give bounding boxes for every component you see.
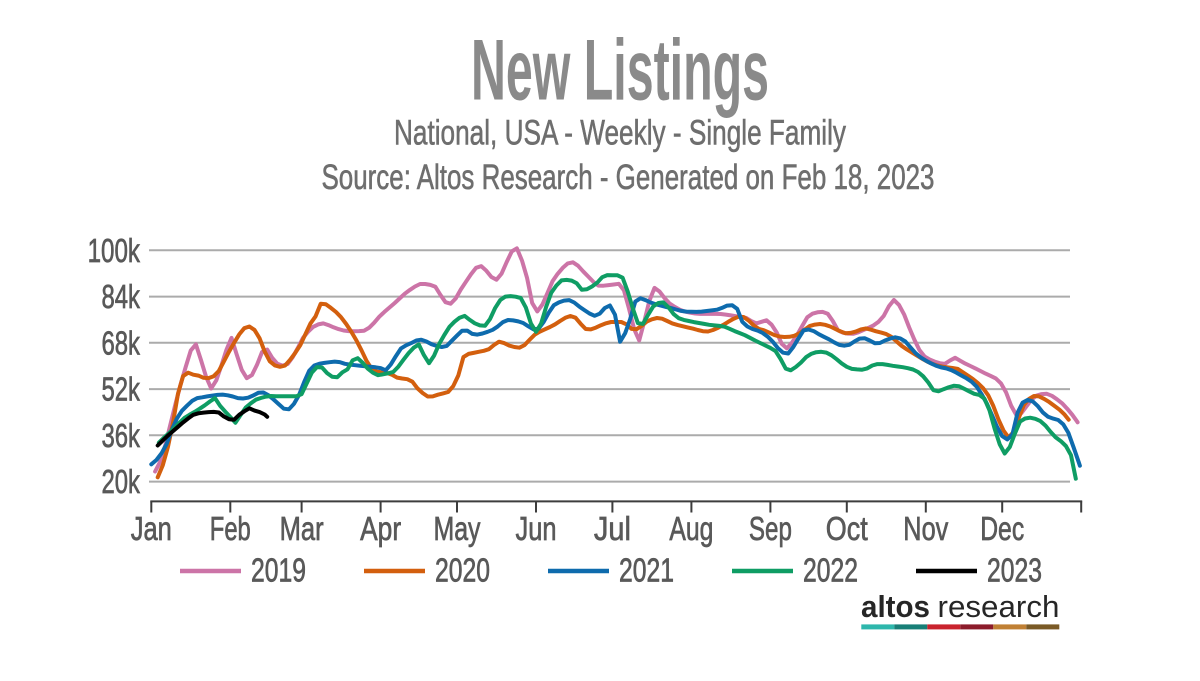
svg-text:2022: 2022 (803, 552, 858, 589)
svg-text:New Listings: New Listings (471, 23, 769, 119)
svg-text:2020: 2020 (435, 552, 490, 589)
svg-text:2021: 2021 (619, 552, 674, 589)
svg-text:20k: 20k (102, 463, 141, 500)
svg-text:Aug: Aug (669, 510, 713, 547)
svg-text:2019: 2019 (251, 552, 306, 589)
svg-text:Sep: Sep (749, 510, 792, 547)
svg-text:May: May (434, 510, 481, 547)
svg-text:Jul: Jul (594, 510, 631, 547)
svg-text:36k: 36k (102, 417, 141, 454)
svg-text:National, USA - Weekly - Singl: National, USA - Weekly - Single Family (394, 113, 846, 153)
svg-text:Dec: Dec (980, 510, 1024, 547)
svg-text:Jun: Jun (516, 510, 557, 547)
svg-text:Oct: Oct (826, 510, 868, 547)
svg-text:Apr: Apr (360, 510, 401, 547)
svg-text:52k: 52k (102, 371, 141, 408)
svg-text:100k: 100k (88, 232, 141, 269)
svg-text:Jan: Jan (131, 510, 172, 547)
svg-text:Source: Altos Research - Gener: Source: Altos Research - Generated on Fe… (322, 157, 935, 197)
svg-text:research: research (938, 590, 1060, 624)
svg-text:Feb: Feb (210, 510, 251, 547)
svg-text:84k: 84k (102, 278, 141, 315)
svg-text:2023: 2023 (987, 552, 1042, 589)
svg-text:Nov: Nov (903, 510, 948, 547)
svg-text:altos: altos (861, 590, 930, 624)
svg-text:Mar: Mar (280, 510, 324, 547)
svg-text:68k: 68k (102, 324, 141, 361)
